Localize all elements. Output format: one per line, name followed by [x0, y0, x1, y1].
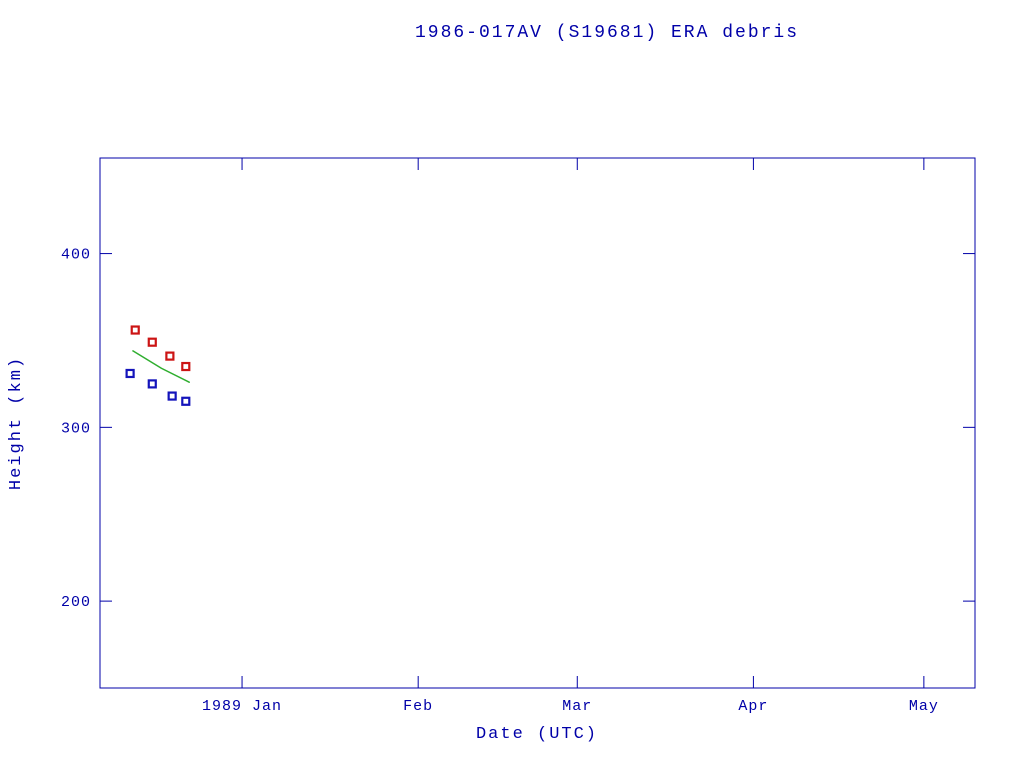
perigee-height-point [167, 391, 177, 401]
apogee-height-point [147, 337, 157, 347]
y-axis-label: Height (km) [7, 356, 26, 490]
x-tick-label: Apr [738, 698, 768, 715]
y-tick-label: 300 [61, 420, 91, 437]
x-axis-label: Date (UTC) [476, 725, 598, 744]
plot-area: 1989 Jan Feb Mar Apr May 200 300 400 [61, 157, 976, 715]
x-tick-label: Feb [403, 698, 433, 715]
mean-height-trend-line [132, 350, 190, 383]
perigee-height-point [125, 368, 135, 379]
chart-title: 1986-017AV (S19681) ERA debris [415, 23, 799, 43]
x-tick-label: May [909, 698, 939, 715]
y-tick-label: 400 [61, 247, 91, 264]
apogee-height-point [130, 325, 140, 335]
apogee-height-point [165, 351, 175, 361]
plot-frame [99, 157, 976, 689]
perigee-height-point [181, 396, 191, 406]
x-tick-label: 1989 Jan [202, 698, 282, 715]
perigee-height-point [147, 379, 157, 389]
y-tick-label: 200 [61, 594, 91, 611]
x-tick-label: Mar [562, 698, 592, 715]
apogee-height-point [181, 361, 191, 372]
